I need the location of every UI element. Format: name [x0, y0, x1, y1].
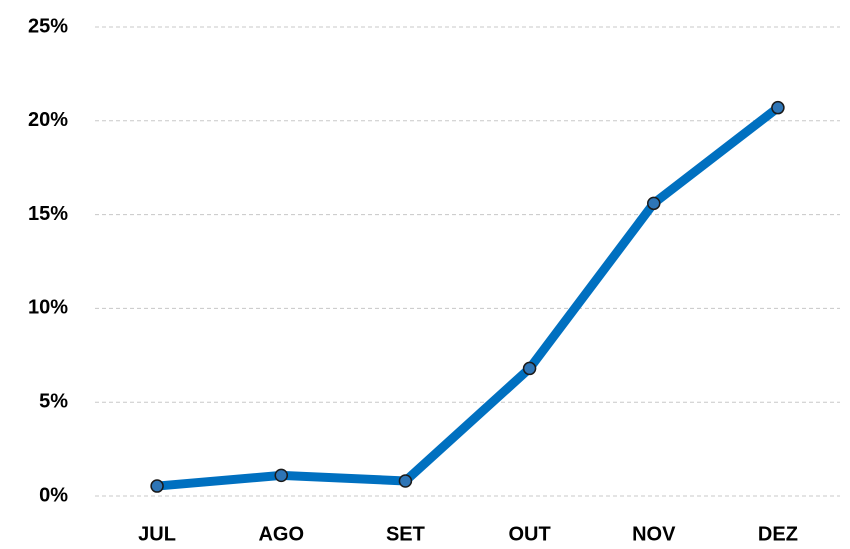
data-line [152, 103, 783, 491]
data-point [771, 100, 785, 115]
y-tick-label: 10% [28, 297, 68, 319]
y-tick-label: 20% [28, 109, 68, 131]
data-point [522, 361, 537, 376]
x-tick-label: JUL [138, 523, 176, 545]
data-point [150, 479, 164, 493]
y-tick-label: 15% [28, 203, 68, 225]
y-tick-label: 5% [39, 390, 68, 412]
x-tick-label: NOV [632, 523, 676, 545]
data-point [398, 474, 413, 488]
data-point [647, 196, 661, 211]
y-tick-label: 25% [28, 15, 68, 37]
x-tick-label: SET [386, 523, 425, 545]
x-tick-label: DEZ [758, 523, 798, 545]
x-tick-label: OUT [508, 523, 550, 545]
data-point [274, 468, 288, 483]
x-tick-label: AGO [258, 523, 304, 545]
y-tick-label: 0% [39, 484, 68, 506]
